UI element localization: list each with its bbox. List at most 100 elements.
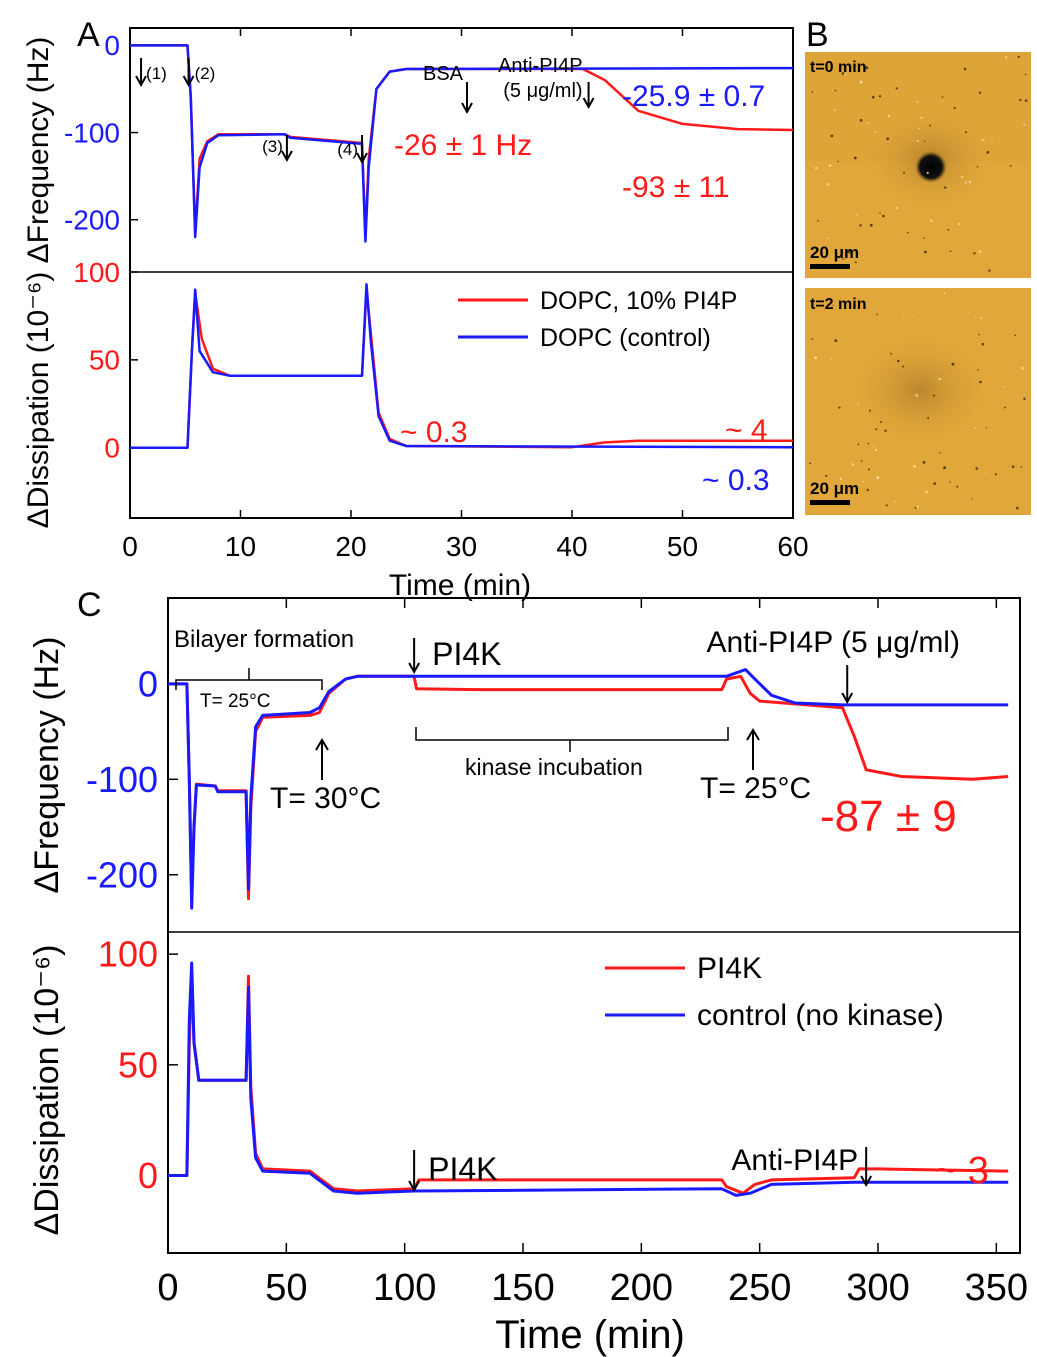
panel-a-freq-arrows: (1) (2) (3) (4) BSA Anti-PI4P (5 μg/ml) [135, 55, 595, 165]
micrograph-speckle [1017, 55, 1020, 59]
panel-a-freq-ytick-label-2: -200 [64, 205, 120, 236]
micrograph-speckle [811, 91, 814, 93]
temp-25-label: T= 25°C [700, 772, 811, 805]
micrograph-speckle [833, 108, 836, 111]
micrograph-speckle [914, 507, 917, 509]
micrograph-speckle [886, 137, 889, 141]
micrograph-speckle [939, 452, 941, 454]
panel-letter-b: B [806, 16, 829, 54]
micrograph-speckle [828, 164, 832, 167]
panel-a-xtick-label-2: 20 [335, 531, 366, 562]
micrograph-speckle [811, 338, 814, 340]
micrograph-speckle [974, 427, 977, 429]
micrograph-t0-speckles [811, 55, 1028, 272]
panel-a-label-blue-freq: -25.9 ± 0.7 [622, 80, 765, 113]
micrograph-t2-speckles [809, 292, 1026, 510]
panel-c-freq-arrow-0-head [408, 662, 421, 675]
micrograph-speckle [866, 122, 869, 124]
micrograph-speckle [975, 467, 978, 470]
bilayer-bracket [175, 668, 323, 690]
panel-c-freq-ylabel: ΔFrequency (Hz) [28, 637, 66, 894]
panel-c-diss-arrow-0-head [408, 1180, 421, 1193]
micrograph-speckle [915, 394, 919, 397]
micrograph-speckle [978, 333, 980, 336]
panel-c-xtick-label-7: 350 [965, 1267, 1028, 1309]
micrograph-speckle [944, 186, 947, 189]
micrograph-speckle [862, 480, 864, 483]
micrograph-speckle [845, 73, 847, 76]
panel-c-label-red-freq: -87 ± 9 [820, 792, 957, 841]
panel-c-diss-ytick-label-1: 50 [118, 1044, 158, 1085]
micrograph-speckle [860, 460, 863, 462]
micrograph-speckle [856, 213, 859, 216]
panel-c-xtick-label-5: 250 [728, 1267, 791, 1309]
micrograph-speckle [967, 312, 969, 314]
micrograph-speckle [817, 220, 819, 222]
micrograph-speckle [933, 482, 936, 485]
micrograph-speckle [1011, 465, 1015, 469]
micrograph-speckle [920, 116, 923, 119]
micrograph-speckle [943, 466, 946, 470]
bilayer-temperature-label: T= 25°C [200, 691, 270, 712]
micrograph-speckle [875, 428, 878, 431]
micrograph-speckle [869, 223, 873, 227]
micrograph-speckle [879, 212, 881, 214]
micrograph-speckle [830, 134, 834, 138]
panel-c-freq-arrow-1-head [841, 692, 854, 705]
micrograph-speckle [878, 95, 882, 98]
micrograph-speckle [960, 176, 963, 178]
micrograph-speckle [923, 237, 925, 239]
panel-a-freq-ytick-label-1: -100 [64, 117, 120, 148]
panel-a-diss-ytick-label-0: 100 [73, 257, 120, 288]
micrograph-speckle [876, 476, 880, 480]
panel-a-freq-ticks: 0 -100 -200 [64, 30, 138, 236]
micrograph-speckle [838, 406, 841, 409]
panel-c-diss-arrow-label-0: PI4K [428, 1151, 497, 1187]
panel-c-freq-ticks: 0 -100 -200 [86, 663, 178, 895]
micrograph-speckle [1019, 98, 1022, 102]
micrograph-speckle [949, 250, 952, 253]
micrograph-speckle [938, 377, 941, 381]
micrograph-speckle [865, 66, 869, 70]
micrograph-t0: t=0 min 20 μm [805, 52, 1031, 278]
panel-a-label-red-freq-2: -93 ± 11 [622, 171, 730, 204]
micrograph-speckle [930, 219, 933, 222]
panel-c-legend-label-blue: control (no kinase) [697, 999, 944, 1032]
micrograph-speckle [933, 394, 935, 397]
panel-a-arrow-2-head [281, 150, 293, 163]
micrograph-speckle [827, 183, 830, 186]
micrograph-t0-label: t=0 min [810, 59, 866, 76]
micrograph-speckle [867, 442, 870, 445]
micrograph-speckle [958, 223, 961, 225]
micrograph-speckle [1003, 386, 1005, 388]
micrograph-speckle [831, 358, 833, 361]
panel-a-legend-label-red: DOPC, 10% PI4P [540, 287, 737, 315]
micrograph-speckle [973, 252, 976, 255]
micrograph-speckle [880, 420, 883, 423]
micrograph-speckle [971, 498, 973, 500]
panel-a-xtick-label-1: 10 [225, 531, 256, 562]
micrograph-speckle [906, 231, 909, 234]
panel-a-arrow-1-head [182, 75, 195, 88]
panel-c-freq-ytick-label-0: 0 [138, 663, 158, 704]
panel-a-label-red-freq-1: -26 ± 1 Hz [394, 129, 532, 162]
panel-a-arrow-5-head [582, 97, 595, 110]
micrograph-speckle [978, 250, 982, 253]
micrograph-speckle [949, 481, 951, 483]
panel-a-freq-ylabel: ΔFrequency (Hz) [22, 37, 55, 264]
panel-a-arrow-4-head [461, 102, 473, 115]
micrograph-speckle [861, 327, 863, 329]
micrograph-speckle [925, 490, 928, 494]
panel-a-diss-series-blue [130, 283, 794, 449]
micrograph-speckle [1023, 397, 1026, 400]
micrograph-speckle [991, 140, 993, 142]
micrograph-speckle [826, 237, 829, 240]
panel-letter-a: A [77, 16, 100, 54]
micrograph-speckle [994, 473, 997, 476]
micrograph-speckle [968, 180, 972, 184]
panel-c-diss-series-blue [168, 961, 1009, 1197]
micrograph-speckle [903, 316, 905, 319]
panel-c-xtick-label-1: 50 [265, 1267, 307, 1309]
panel-c-x-ticks: 0 50 100 150 200 250 300 350 [157, 598, 1028, 1309]
micrograph-speckle [859, 224, 862, 227]
